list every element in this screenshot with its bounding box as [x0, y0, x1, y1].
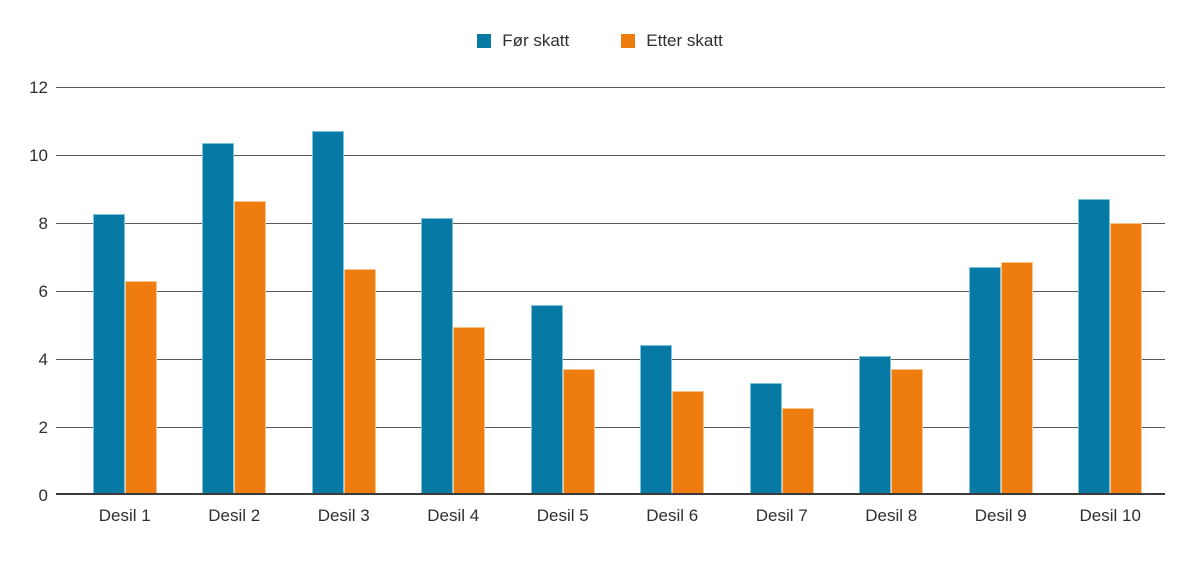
x-axis-label: Desil 7 [755, 506, 808, 525]
y-axis-label: 4 [38, 349, 48, 369]
bar-etter-skatt [562, 369, 595, 495]
y-axis-label: 0 [38, 485, 48, 505]
bar-for-skatt [859, 356, 892, 495]
legend-item: Etter skatt [621, 31, 723, 51]
y-axis-label: 2 [38, 417, 48, 437]
bars-layer [70, 87, 1165, 495]
y-axis-tick [56, 86, 70, 88]
bar-etter-skatt [781, 408, 814, 495]
bar-etter-skatt [343, 269, 376, 495]
bar-for-skatt [749, 383, 782, 495]
category-band [70, 87, 180, 495]
category-band [508, 87, 618, 495]
legend-swatch-icon [477, 34, 492, 48]
bar-for-skatt [202, 143, 235, 495]
bar-for-skatt [1078, 199, 1111, 495]
x-axis-labels: Desil 1 Desil 2 Desil 3 Desil 4 Desil 5 Desil… [70, 506, 1165, 526]
chart-legend: Før skatt Etter skatt [0, 31, 1200, 51]
legend-swatch-icon [621, 34, 636, 48]
bar-for-skatt [311, 131, 344, 495]
y-axis-label: 12 [29, 77, 48, 97]
y-axis-tick [56, 290, 70, 292]
x-axis-label: Desil 8 [865, 506, 918, 525]
x-axis-label: Desil 2 [208, 506, 261, 525]
x-axis-label: Desil 4 [427, 506, 480, 525]
bar-etter-skatt [453, 327, 486, 495]
bar-for-skatt [421, 218, 454, 495]
legend-label: Etter skatt [646, 31, 723, 50]
bar-etter-skatt [1110, 223, 1143, 495]
category-band [837, 87, 947, 495]
bar-etter-skatt [891, 369, 924, 495]
legend-item: Før skatt [477, 31, 569, 51]
x-axis-label: Desil 1 [98, 506, 151, 525]
category-band [618, 87, 728, 495]
gridline [70, 426, 1165, 428]
category-band [1056, 87, 1166, 495]
category-band [180, 87, 290, 495]
bar-for-skatt [530, 305, 563, 495]
category-band [946, 87, 1056, 495]
gridline [70, 86, 1165, 88]
gridline [70, 222, 1165, 224]
y-axis-tick [56, 222, 70, 224]
x-axis-label: Desil 10 [1079, 506, 1141, 525]
y-axis-label: 8 [38, 213, 48, 233]
bar-for-skatt [968, 267, 1001, 495]
bar-etter-skatt [672, 391, 705, 495]
y-axis-tick [56, 426, 70, 428]
y-axis-tick [56, 358, 70, 360]
bar-etter-skatt [234, 201, 267, 495]
y-axis-tick [56, 154, 70, 156]
y-axis-label: 10 [29, 145, 48, 165]
plot-area: 0 2 4 6 8 10 12 Desil 1 Desil 2 Desil 3 Desil 4 De… [29, 79, 1165, 525]
category-band [399, 87, 509, 495]
x-axis-label: Desil 9 [974, 506, 1027, 525]
gridline [70, 290, 1165, 292]
y-axis-tick [56, 493, 70, 495]
y-axis-label: 6 [38, 281, 48, 301]
category-band [727, 87, 837, 495]
legend-label: Før skatt [502, 31, 570, 50]
gridline [70, 154, 1165, 156]
bar-for-skatt [640, 345, 673, 495]
category-band [289, 87, 399, 495]
bar-etter-skatt [1000, 262, 1033, 495]
x-axis-label: Desil 5 [536, 506, 589, 525]
bar-etter-skatt [124, 281, 157, 495]
x-axis-label: Desil 6 [646, 506, 699, 525]
gridline [70, 358, 1165, 360]
x-axis-baseline [70, 493, 1165, 495]
x-axis-label: Desil 3 [317, 506, 370, 525]
bar-for-skatt [92, 214, 125, 495]
